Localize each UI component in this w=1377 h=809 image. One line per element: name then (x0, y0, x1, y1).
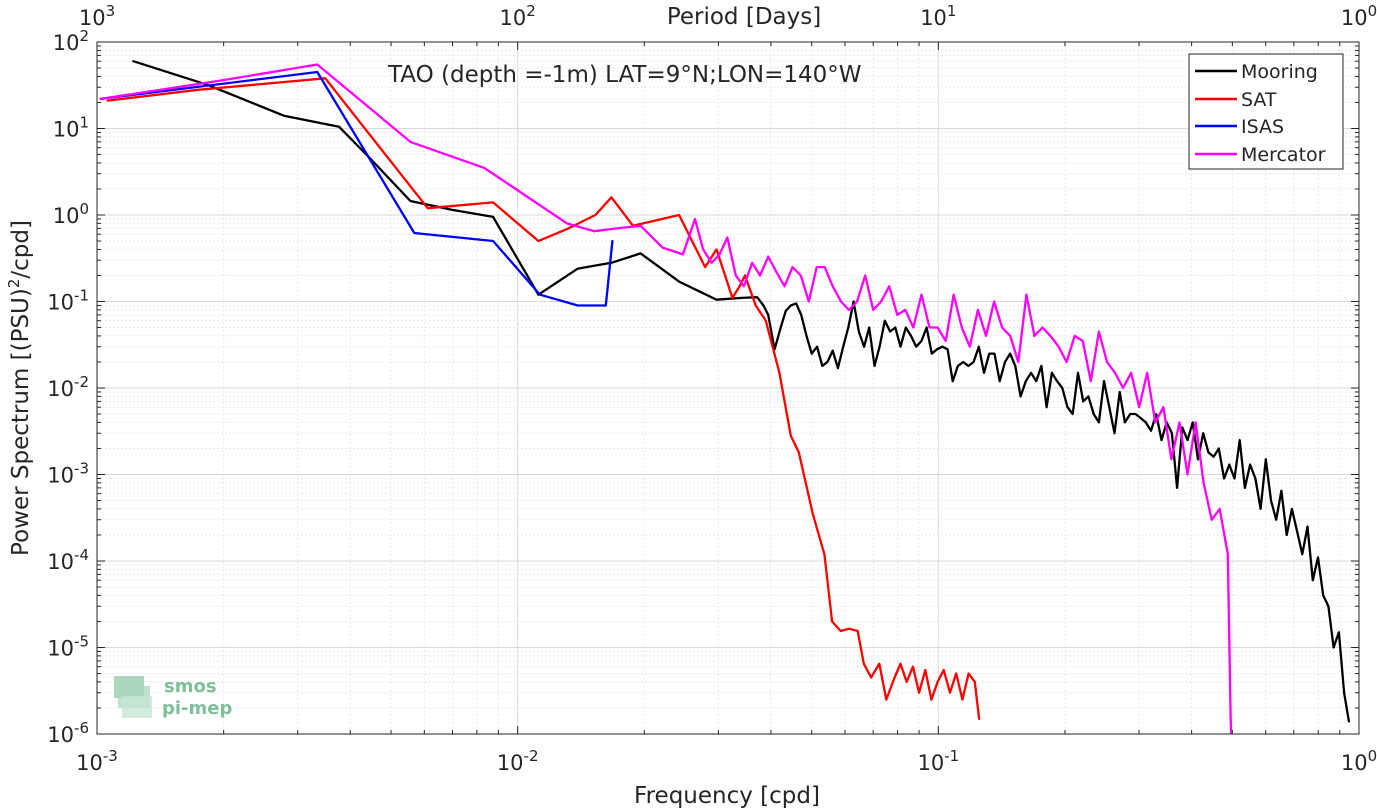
y-tick-label-base: 10 (53, 118, 80, 142)
y-tick-label-exp: -3 (74, 460, 89, 478)
y-axis-label-sup: 2 (5, 279, 23, 289)
y-tick-label: 102 (53, 27, 89, 55)
y-tick-label-exp: 1 (79, 114, 89, 132)
top-tick-labels: 103 102 101 100 (79, 2, 1377, 30)
x-tick-label-base: 10 (497, 751, 524, 775)
x-tick-label-exp: -3 (103, 747, 118, 765)
x-tick-label: 10-2 (497, 747, 539, 775)
y-tick-label: 10-5 (47, 633, 89, 661)
y-axis-label: Power Spectrum [(PSU)2/cpd] (5, 220, 34, 556)
y-tick-label: 10-4 (47, 546, 89, 574)
x-tick-labels: 10-3 10-2 10-1 100 (76, 747, 1377, 775)
smos-pimep-logo: smos pi-mep (114, 676, 232, 719)
tick-marks (96, 41, 1360, 735)
logo-text-smos: smos (164, 676, 217, 697)
y-tick-label: 100 (53, 200, 89, 228)
y-tick-label: 10-3 (47, 460, 89, 488)
x-axis-label: Frequency [cpd] (634, 783, 820, 809)
y-tick-label-base: 10 (47, 550, 74, 574)
top-tick-label-exp: 0 (1368, 2, 1377, 20)
top-tick-label-base: 10 (1341, 6, 1368, 30)
y-tick-label-exp: -4 (74, 546, 89, 564)
series-line-mooring (132, 60, 1351, 723)
x-tick-label: 100 (1341, 747, 1377, 775)
legend-label-mooring: Mooring (1241, 61, 1318, 83)
y-tick-label-base: 10 (47, 637, 74, 661)
x-tick-label-base: 10 (1341, 751, 1368, 775)
y-tick-label-exp: 2 (79, 27, 89, 45)
series-line-isas (99, 70, 614, 307)
y-tick-label-exp: -2 (74, 373, 89, 391)
top-tick-label-base: 10 (920, 6, 947, 30)
top-tick-label-exp: 1 (947, 2, 957, 20)
x-tick-label: 10-3 (76, 747, 118, 775)
x-tick-label-base: 10 (917, 751, 944, 775)
y-tick-label-base: 10 (47, 723, 74, 747)
top-tick-label: 101 (920, 2, 956, 30)
top-tick-label-base: 10 (500, 6, 527, 30)
series-layer (99, 60, 1351, 734)
y-tick-label-exp: -1 (74, 287, 89, 305)
x-tick-label-exp: -1 (944, 747, 959, 765)
y-tick-label-base: 10 (47, 377, 74, 401)
chart-title: TAO (depth =-1m) LAT=9°N;LON=140°W (387, 62, 862, 88)
y-tick-label: 101 (53, 114, 89, 142)
series-line-sat (106, 77, 981, 720)
x-tick-label-base: 10 (76, 751, 103, 775)
y-axis-label-main: Power Spectrum [(PSU) (8, 288, 34, 556)
y-tick-label-base: 10 (47, 464, 74, 488)
legend-label-isas: ISAS (1241, 116, 1284, 138)
top-tick-label-base: 10 (79, 6, 106, 30)
y-tick-label-exp: -5 (74, 633, 89, 651)
series-line-mercator (99, 63, 1233, 734)
logo-text-pimep: pi-mep (162, 698, 232, 719)
y-tick-label-exp: -6 (74, 719, 89, 737)
x-tick-label-exp: -2 (524, 747, 539, 765)
legend-label-mercator: Mercator (1241, 144, 1326, 166)
legend: Mooring SAT ISAS Mercator (1188, 53, 1344, 170)
x-tick-label-exp: 0 (1368, 747, 1377, 765)
top-tick-label-exp: 3 (106, 2, 116, 20)
y-tick-label-exp: 0 (79, 200, 89, 218)
x-tick-label: 10-1 (917, 747, 959, 775)
y-tick-label-base: 10 (53, 204, 80, 228)
y-tick-label: 10-1 (47, 287, 89, 315)
y-tick-label: 10-2 (47, 373, 89, 401)
y-tick-label: 10-6 (47, 719, 89, 747)
y-tick-label-base: 10 (47, 291, 74, 315)
top-tick-label: 100 (1341, 2, 1377, 30)
y-tick-label-base: 10 (53, 31, 80, 55)
logo-block-front (122, 696, 152, 718)
legend-box (1188, 53, 1344, 170)
top-tick-label-exp: 2 (526, 2, 536, 20)
legend-label-sat: SAT (1241, 89, 1277, 111)
y-axis-label-tail: /cpd] (8, 220, 34, 279)
top-axis-label: Period [Days] (667, 4, 821, 30)
top-tick-label: 102 (500, 2, 536, 30)
top-tick-label: 103 (79, 2, 115, 30)
